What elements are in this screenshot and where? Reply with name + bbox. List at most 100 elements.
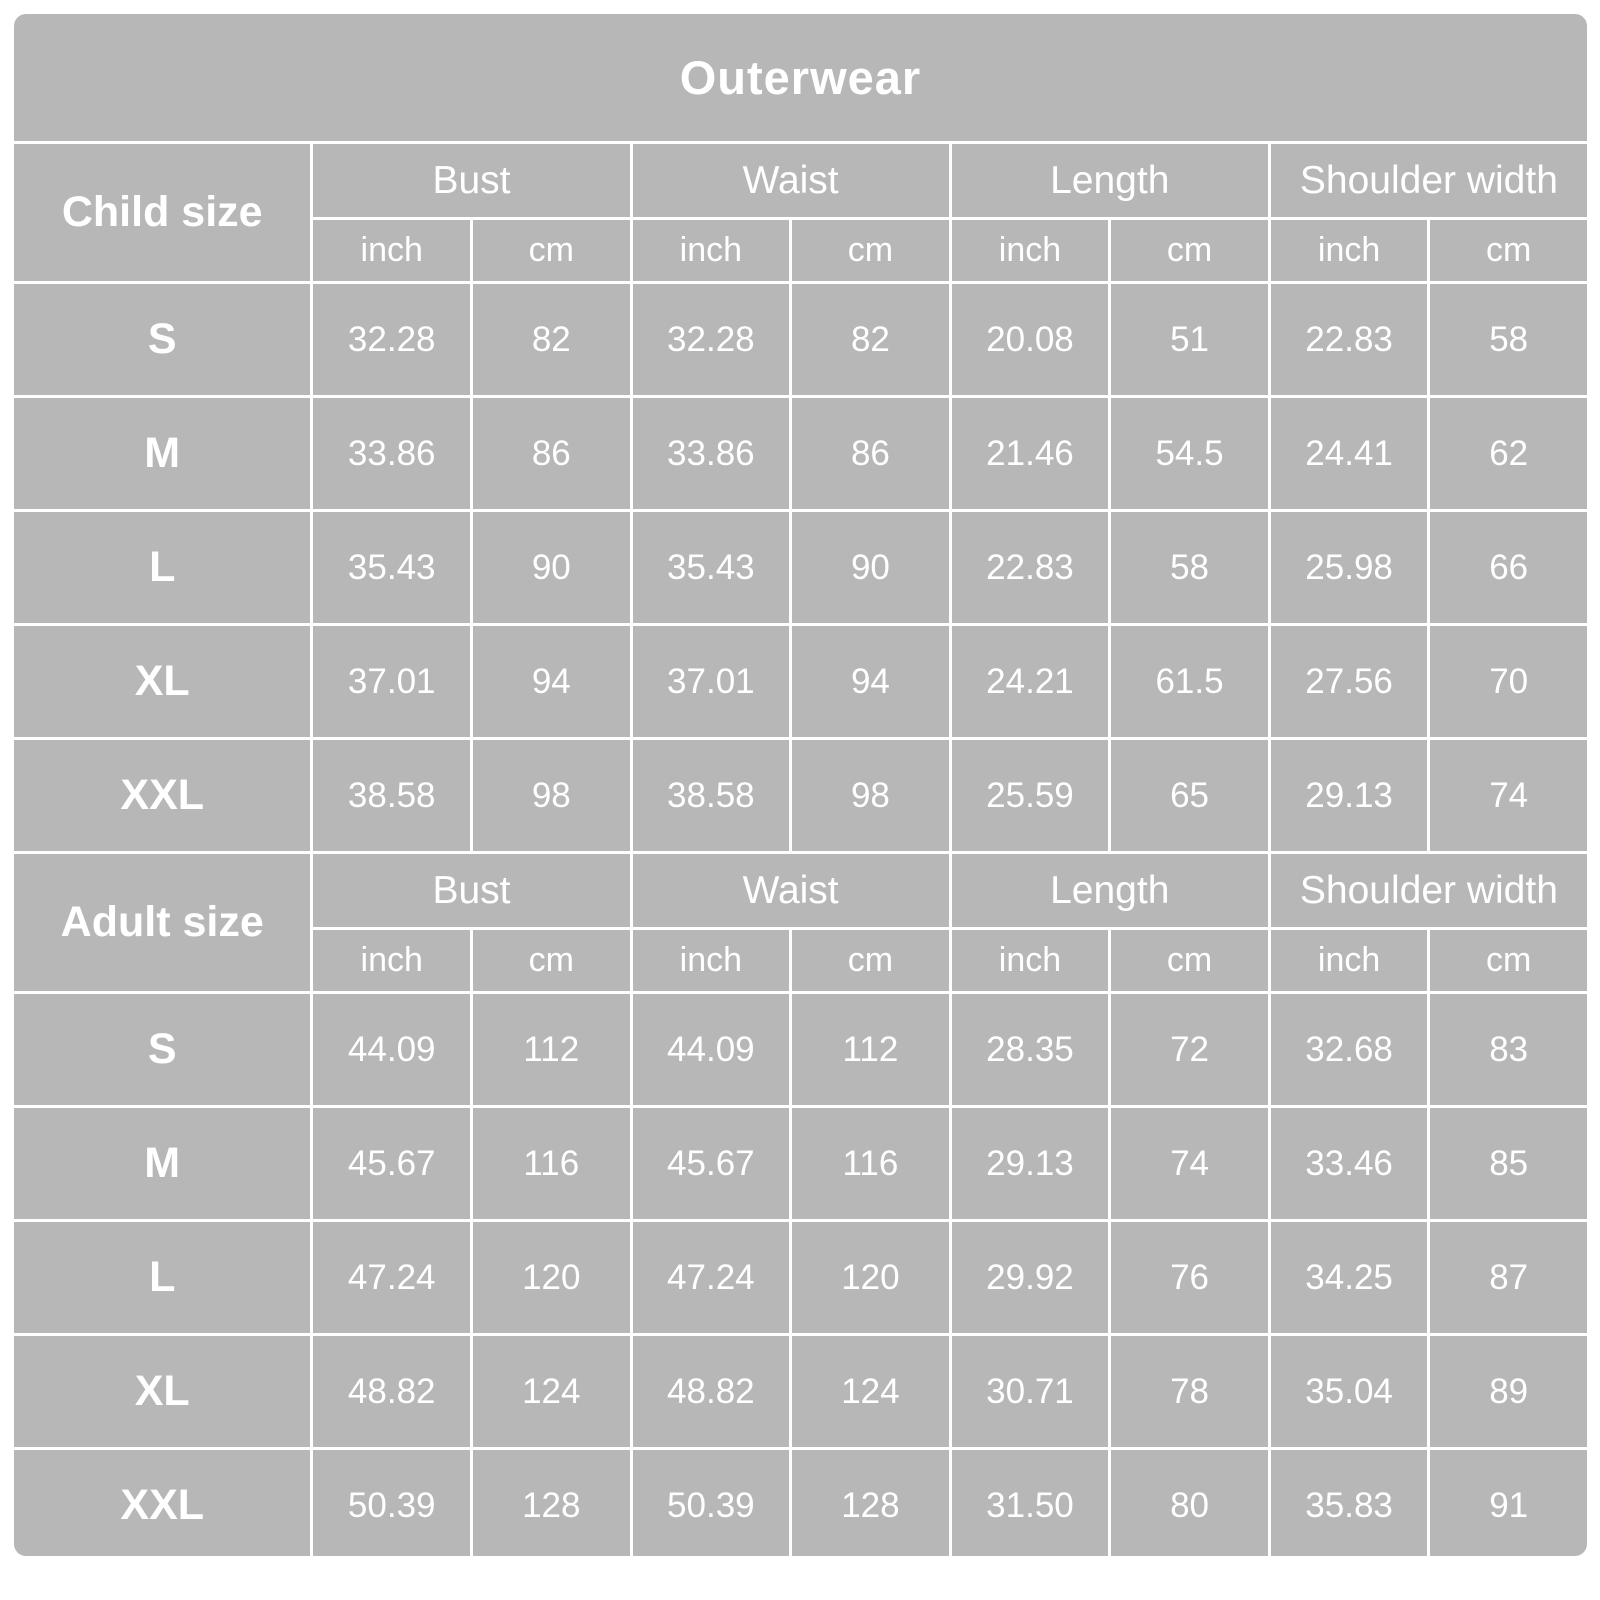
value-cell: 86: [470, 395, 633, 512]
value-cell: 35.83: [1267, 1447, 1431, 1556]
unit-inch: inch: [948, 217, 1112, 284]
value-cell: 58: [1427, 281, 1587, 398]
value-cell: 47.24: [629, 1219, 793, 1336]
col-group-waist: Waist: [629, 851, 952, 930]
value-cell: 22.83: [948, 509, 1112, 626]
value-cell: 116: [470, 1105, 633, 1222]
child-section-label: Child size: [14, 141, 314, 284]
value-cell: 124: [470, 1333, 633, 1450]
value-cell: 116: [789, 1105, 952, 1222]
col-group-shoulder-width: Shoulder width: [1267, 141, 1587, 220]
value-cell: 82: [789, 281, 952, 398]
unit-inch: inch: [629, 927, 793, 994]
value-cell: 30.71: [948, 1333, 1112, 1450]
value-cell: 21.46: [948, 395, 1112, 512]
value-cell: 54.5: [1108, 395, 1271, 512]
size-label: XXL: [14, 737, 314, 854]
col-group-bust: Bust: [310, 141, 633, 220]
value-cell: 25.59: [948, 737, 1112, 854]
value-cell: 29.92: [948, 1219, 1112, 1336]
value-cell: 31.50: [948, 1447, 1112, 1556]
value-cell: 94: [789, 623, 952, 740]
unit-cm: cm: [470, 217, 633, 284]
value-cell: 35.43: [629, 509, 793, 626]
value-cell: 112: [789, 991, 952, 1108]
value-cell: 38.58: [629, 737, 793, 854]
size-label: XXL: [14, 1447, 314, 1556]
value-cell: 66: [1427, 509, 1587, 626]
table-row: S 32.28 82 32.28 82 20.08 51 22.83 58: [14, 281, 1587, 398]
title-row: Outerwear: [14, 14, 1587, 144]
value-cell: 87: [1427, 1219, 1587, 1336]
unit-inch: inch: [1267, 217, 1431, 284]
unit-cm: cm: [789, 217, 952, 284]
value-cell: 37.01: [629, 623, 793, 740]
value-cell: 50.39: [629, 1447, 793, 1556]
unit-inch: inch: [310, 217, 473, 284]
value-cell: 33.46: [1267, 1105, 1431, 1222]
size-chart: Outerwear Child size Bust Waist Length S…: [14, 14, 1587, 1556]
value-cell: 91: [1427, 1447, 1587, 1556]
value-cell: 98: [470, 737, 633, 854]
size-label: XL: [14, 1333, 314, 1450]
unit-cm: cm: [470, 927, 633, 994]
size-label: M: [14, 395, 314, 512]
value-cell: 24.21: [948, 623, 1112, 740]
value-cell: 47.24: [310, 1219, 473, 1336]
adult-section-label: Adult size: [14, 851, 314, 994]
table-row: M 45.67 116 45.67 116 29.13 74 33.46 85: [14, 1105, 1587, 1222]
value-cell: 94: [470, 623, 633, 740]
table-title: Outerwear: [14, 14, 1587, 144]
table-row: M 33.86 86 33.86 86 21.46 54.5 24.41 62: [14, 395, 1587, 512]
size-label: XL: [14, 623, 314, 740]
adult-header-unit-row: inch cm inch cm inch cm inch cm: [14, 927, 1587, 994]
value-cell: 24.41: [1267, 395, 1431, 512]
table-row: XXL 50.39 128 50.39 128 31.50 80 35.83 9…: [14, 1447, 1587, 1556]
value-cell: 51: [1108, 281, 1271, 398]
value-cell: 32.28: [310, 281, 473, 398]
value-cell: 62: [1427, 395, 1587, 512]
value-cell: 22.83: [1267, 281, 1431, 398]
size-label: S: [14, 281, 314, 398]
value-cell: 48.82: [629, 1333, 793, 1450]
value-cell: 61.5: [1108, 623, 1271, 740]
col-group-length: Length: [948, 851, 1271, 930]
unit-cm: cm: [1108, 217, 1271, 284]
size-label: L: [14, 1219, 314, 1336]
unit-cm: cm: [789, 927, 952, 994]
table-row: L 47.24 120 47.24 120 29.92 76 34.25 87: [14, 1219, 1587, 1336]
value-cell: 38.58: [310, 737, 473, 854]
size-label: M: [14, 1105, 314, 1222]
value-cell: 124: [789, 1333, 952, 1450]
value-cell: 74: [1108, 1105, 1271, 1222]
value-cell: 32.28: [629, 281, 793, 398]
table-row: XXL 38.58 98 38.58 98 25.59 65 29.13 74: [14, 737, 1587, 854]
value-cell: 78: [1108, 1333, 1271, 1450]
value-cell: 128: [470, 1447, 633, 1556]
unit-cm: cm: [1427, 217, 1587, 284]
size-label: L: [14, 509, 314, 626]
value-cell: 44.09: [629, 991, 793, 1108]
adult-header-group-row: Adult size Bust Waist Length Shoulder wi…: [14, 851, 1587, 994]
value-cell: 20.08: [948, 281, 1112, 398]
value-cell: 37.01: [310, 623, 473, 740]
value-cell: 76: [1108, 1219, 1271, 1336]
value-cell: 82: [470, 281, 633, 398]
value-cell: 65: [1108, 737, 1271, 854]
value-cell: 27.56: [1267, 623, 1431, 740]
value-cell: 86: [789, 395, 952, 512]
value-cell: 80: [1108, 1447, 1271, 1556]
unit-inch: inch: [629, 217, 793, 284]
value-cell: 120: [470, 1219, 633, 1336]
value-cell: 120: [789, 1219, 952, 1336]
value-cell: 35.43: [310, 509, 473, 626]
value-cell: 34.25: [1267, 1219, 1431, 1336]
size-chart-table: Outerwear Child size Bust Waist Length S…: [14, 14, 1587, 1556]
value-cell: 29.13: [948, 1105, 1112, 1222]
col-group-shoulder-width: Shoulder width: [1267, 851, 1587, 930]
table-row: XL 48.82 124 48.82 124 30.71 78 35.04 89: [14, 1333, 1587, 1450]
col-group-bust: Bust: [310, 851, 633, 930]
value-cell: 50.39: [310, 1447, 473, 1556]
unit-cm: cm: [1108, 927, 1271, 994]
value-cell: 33.86: [310, 395, 473, 512]
